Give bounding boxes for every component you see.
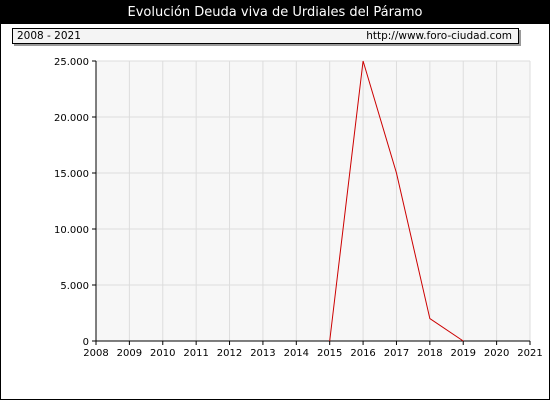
y-tick-label: 0 bbox=[83, 337, 89, 348]
plot-area bbox=[96, 61, 530, 341]
x-tick-label: 2015 bbox=[317, 348, 342, 359]
x-tick-label: 2014 bbox=[284, 348, 309, 359]
source-url[interactable]: http://www.foro-ciudad.com bbox=[366, 30, 512, 42]
x-tick-label: 2011 bbox=[183, 348, 208, 359]
x-tick-label: 2018 bbox=[417, 348, 442, 359]
x-tick-label: 2012 bbox=[217, 348, 242, 359]
chart-title: Evolución Deuda viva de Urdiales del Pár… bbox=[1, 1, 549, 24]
info-bar: 2008 - 2021 http://www.foro-ciudad.com bbox=[12, 28, 519, 44]
y-tick-label: 25.000 bbox=[54, 57, 89, 68]
y-axis-ticks: 0 5.000 10.000 15.000 20.000 25.000 bbox=[54, 57, 96, 348]
x-axis-ticks: 2008 2009 2010 2011 2012 2013 2014 2015 2016 2017… bbox=[83, 341, 543, 359]
x-tick-label: 2019 bbox=[451, 348, 476, 359]
x-tick-label: 2009 bbox=[117, 348, 142, 359]
period-label: 2008 - 2021 bbox=[17, 30, 81, 42]
x-tick-label: 2020 bbox=[484, 348, 509, 359]
x-tick-label: 2021 bbox=[517, 348, 542, 359]
x-tick-label: 2017 bbox=[384, 348, 409, 359]
series-line bbox=[329, 60, 464, 342]
x-tick-label: 2010 bbox=[150, 348, 175, 359]
y-tick-label: 5.000 bbox=[60, 281, 89, 292]
x-tick-label: 2013 bbox=[250, 348, 275, 359]
y-tick-label: 20.000 bbox=[54, 113, 89, 124]
x-tick-label: 2008 bbox=[83, 348, 108, 359]
x-tick-label: 2016 bbox=[350, 348, 375, 359]
data-series bbox=[329, 60, 464, 342]
y-tick-label: 10.000 bbox=[54, 225, 89, 236]
axes bbox=[95, 61, 530, 342]
y-tick-label: 15.000 bbox=[54, 169, 89, 180]
